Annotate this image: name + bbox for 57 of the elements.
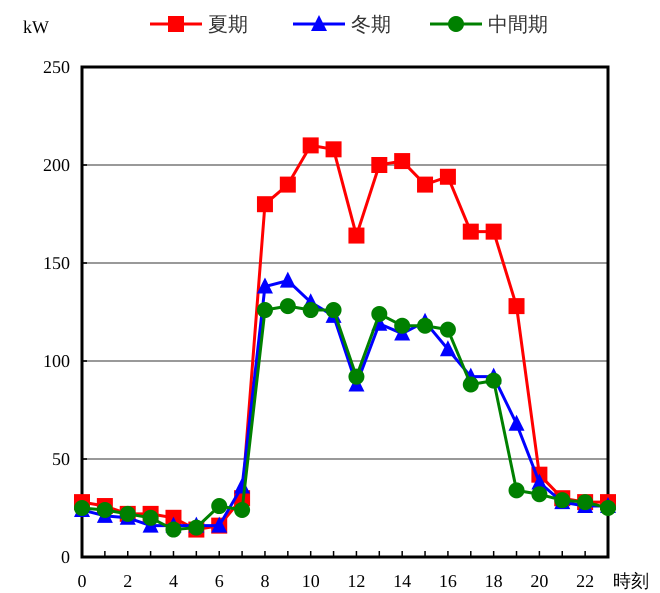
point: [302, 302, 319, 318]
legend-label: 中間期: [488, 14, 548, 36]
y-tick-label: 200: [43, 155, 70, 175]
x-tick-label: 14: [393, 571, 412, 591]
point: [256, 196, 273, 212]
point: [462, 224, 479, 240]
point: [417, 318, 434, 334]
point: [302, 137, 319, 154]
x-tick-label: 10: [302, 571, 320, 591]
point: [234, 502, 250, 518]
point: [440, 340, 456, 356]
point: [256, 302, 273, 318]
point: [326, 302, 342, 318]
x-tick-label: 22: [576, 571, 594, 591]
point: [371, 306, 388, 322]
x-tick-label: 18: [484, 571, 503, 591]
y-axis-title: kW: [23, 17, 49, 37]
point: [486, 224, 502, 240]
point: [348, 368, 364, 385]
y-tick-label: 50: [52, 449, 70, 469]
point: [531, 486, 548, 502]
point: [462, 376, 479, 393]
point: [417, 176, 434, 193]
point: [508, 298, 525, 314]
y-tick-label: 100: [43, 351, 70, 371]
point: [394, 153, 410, 170]
point: [280, 176, 296, 193]
x-tick-label: 2: [123, 571, 132, 591]
point: [508, 414, 525, 431]
point: [600, 500, 616, 516]
y-tick-label: 250: [43, 57, 70, 77]
x-tick-label: 16: [438, 571, 457, 591]
x-tick-label: 20: [530, 571, 548, 591]
point: [280, 272, 296, 288]
point: [508, 482, 525, 498]
y-tick-label: 0: [61, 547, 70, 567]
point: [142, 510, 159, 526]
x-tick-label: 6: [214, 571, 224, 591]
legend-label: 冬期: [351, 14, 391, 36]
point: [440, 168, 456, 185]
x-tick-label: 4: [168, 571, 178, 591]
x-tick-label: 8: [260, 571, 270, 591]
x-axis-title: 時刻: [613, 571, 649, 591]
legend-label: 夏期: [208, 14, 248, 36]
point: [165, 522, 182, 538]
point: [371, 157, 388, 173]
y-tick-label: 150: [43, 253, 70, 273]
point: [326, 141, 342, 158]
point: [394, 318, 410, 334]
point: [96, 502, 113, 518]
point: [211, 498, 228, 514]
x-tick-label: 12: [347, 571, 366, 591]
point: [256, 278, 273, 294]
point: [440, 322, 456, 338]
point: [280, 298, 296, 314]
point: [348, 228, 364, 244]
x-tick-label: 0: [78, 571, 86, 591]
